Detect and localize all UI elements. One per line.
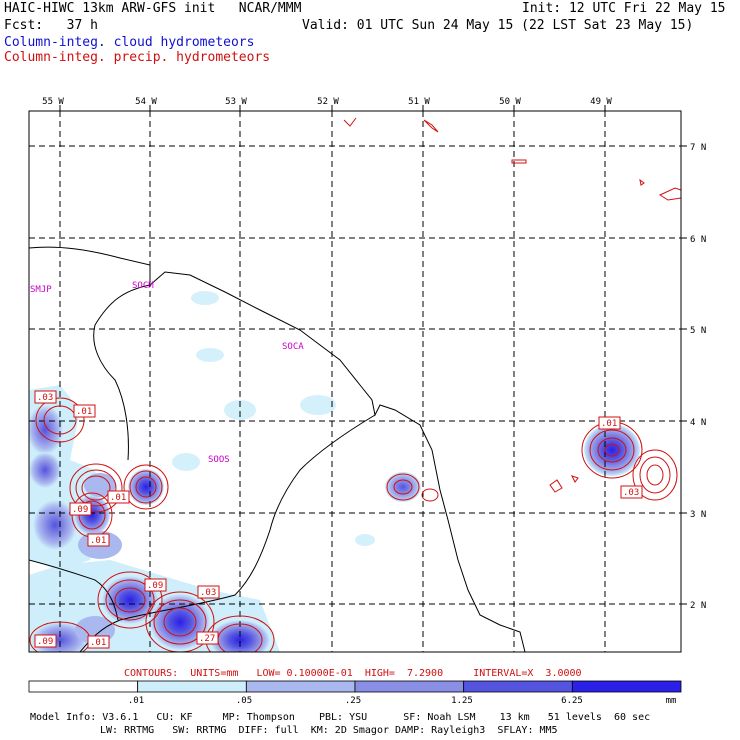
model-info-line2: LW: RRTMG SW: RRTMG DIFF: full KM: 2D Sm… bbox=[100, 725, 558, 736]
coastline-borders bbox=[29, 246, 526, 652]
contour-label: .01 bbox=[90, 536, 106, 546]
contour-labels: .03 .01 .01 .09 .01 .09 .03 .27 .09 .01 … bbox=[34, 390, 643, 649]
colorbar bbox=[28, 680, 682, 693]
lon-label: 52 W bbox=[317, 97, 339, 107]
lat-label: 3 N bbox=[690, 510, 706, 520]
contour-label: .09 bbox=[72, 505, 88, 515]
contour-label: .09 bbox=[147, 581, 163, 591]
colorbar-segment bbox=[137, 680, 247, 693]
lon-label: 49 W bbox=[590, 97, 612, 107]
axis-ticks bbox=[59, 105, 687, 605]
lat-label: 2 N bbox=[690, 601, 706, 611]
lat-label: 4 N bbox=[690, 418, 706, 428]
station-label: SMJP bbox=[30, 285, 52, 295]
lon-label: 53 W bbox=[225, 97, 247, 107]
precip-contours bbox=[29, 117, 681, 652]
legend-precip-hydrometeors: Column-integ. precip. hydrometeors bbox=[4, 50, 271, 65]
lat-label: 5 N bbox=[690, 326, 706, 336]
colorbar-unit: mm bbox=[666, 696, 677, 706]
contour-label: .01 bbox=[110, 493, 126, 503]
contour-label: .03 bbox=[200, 588, 216, 598]
station-label: SOCA bbox=[282, 342, 304, 352]
lon-label: 55 W bbox=[42, 97, 64, 107]
colorbar-tick: .01 bbox=[128, 696, 144, 706]
colorbar-tick: 1.25 bbox=[451, 696, 473, 706]
colorbar-segment bbox=[571, 680, 682, 693]
lon-label: 54 W bbox=[135, 97, 157, 107]
colorbar-segment bbox=[28, 680, 139, 693]
station-label: SOCM bbox=[132, 281, 154, 291]
contours-info: CONTOURS: UNITS=mm LOW= 0.10000E-01 HIGH… bbox=[124, 668, 582, 679]
station-label: SOOS bbox=[208, 455, 230, 465]
colorbar-segment bbox=[354, 680, 465, 693]
map-frame bbox=[28, 110, 682, 653]
contour-label: .27 bbox=[199, 634, 215, 644]
cloud-shading bbox=[29, 291, 640, 652]
lat-label: 6 N bbox=[690, 235, 706, 245]
forecast-hour: Fcst: 37 h bbox=[4, 18, 98, 33]
valid-time: Valid: 01 UTC Sun 24 May 15 (22 LST Sat … bbox=[302, 18, 694, 33]
legend-cloud-hydrometeors: Column-integ. cloud hydrometeors bbox=[4, 35, 255, 50]
lat-lon-grid bbox=[29, 111, 681, 652]
lon-label: 50 W bbox=[499, 97, 521, 107]
colorbar-tick: .25 bbox=[345, 696, 361, 706]
colorbar-segment bbox=[245, 680, 356, 693]
contour-label: .01 bbox=[90, 638, 106, 648]
contour-label: .01 bbox=[76, 407, 92, 417]
lon-label: 51 W bbox=[408, 97, 430, 107]
contour-label: .01 bbox=[601, 419, 617, 429]
lat-label: 7 N bbox=[690, 143, 706, 153]
colorbar-segment bbox=[463, 680, 573, 693]
contour-label: .03 bbox=[37, 393, 53, 403]
contour-label: .09 bbox=[37, 637, 53, 647]
contour-label: .03 bbox=[623, 488, 639, 498]
title-left-line1: HAIC-HIWC 13km ARW-GFS init NCAR/MMM bbox=[4, 1, 302, 16]
model-info-line1: Model Info: V3.6.1 CU: KF MP: Thompson P… bbox=[30, 712, 651, 723]
colorbar-tick: 6.25 bbox=[561, 696, 583, 706]
init-time: Init: 12 UTC Fri 22 May 15 bbox=[522, 1, 726, 16]
colorbar-tick: .05 bbox=[236, 696, 252, 706]
